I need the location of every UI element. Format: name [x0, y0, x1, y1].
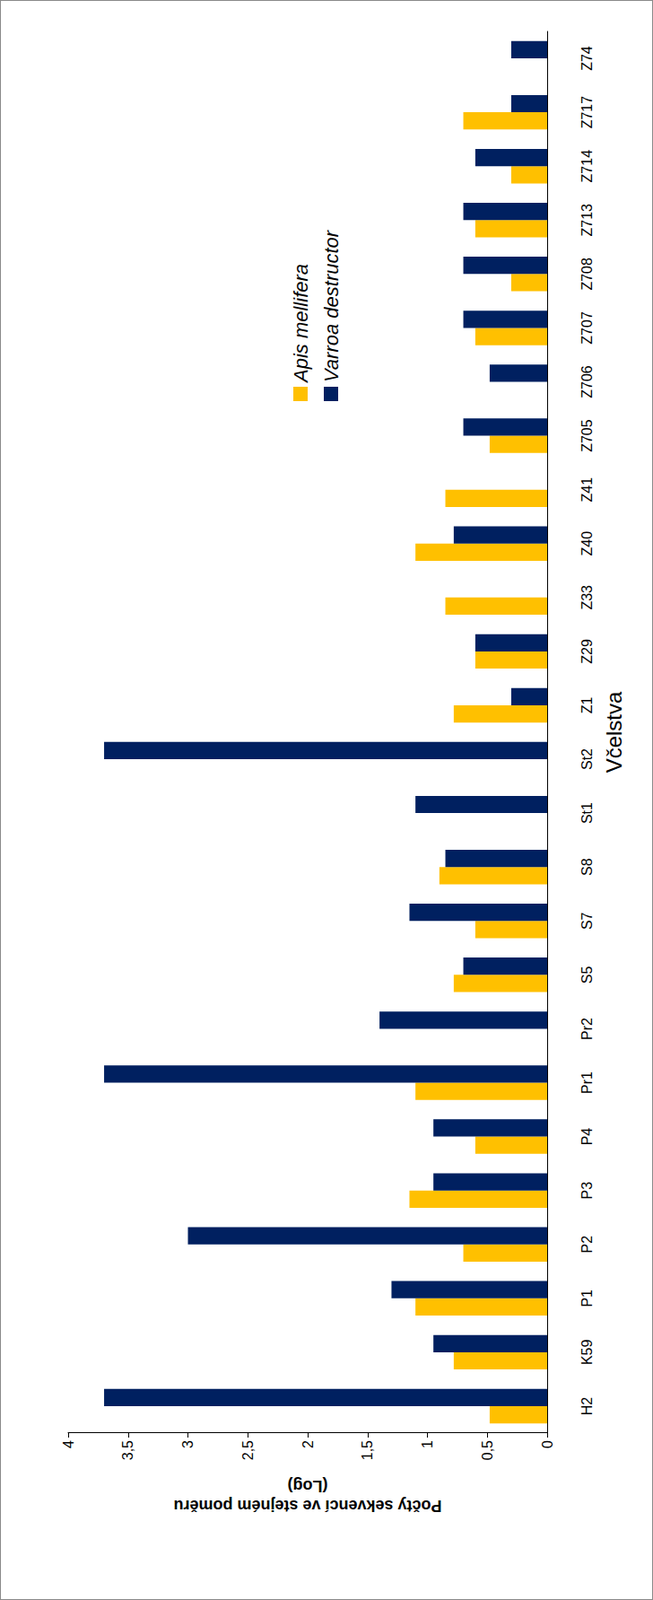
svg-text:S8: S8 — [579, 857, 595, 876]
svg-text:1,5: 1,5 — [359, 1439, 375, 1460]
svg-text:P3: P3 — [579, 1181, 595, 1200]
svg-text:1: 1 — [419, 1439, 436, 1448]
svg-text:Z717: Z717 — [579, 95, 595, 130]
svg-text:St1: St1 — [579, 801, 595, 824]
svg-text:K59: K59 — [579, 1339, 595, 1366]
svg-text:Včelstva: Včelstva — [601, 690, 627, 773]
svg-text:Z41: Z41 — [579, 477, 595, 503]
svg-text:4: 4 — [60, 1439, 77, 1448]
svg-text:P4: P4 — [579, 1127, 595, 1146]
svg-text:3: 3 — [180, 1439, 196, 1448]
svg-text:S5: S5 — [579, 965, 595, 984]
svg-text:Varroa destructor: Varroa destructor — [320, 228, 343, 383]
svg-text:Pr2: Pr2 — [579, 1017, 595, 1040]
svg-text:0,5: 0,5 — [479, 1439, 496, 1460]
svg-text:Z707: Z707 — [579, 311, 595, 345]
svg-text:Z708: Z708 — [579, 257, 595, 291]
svg-text:3,5: 3,5 — [120, 1439, 136, 1460]
svg-text:Z33: Z33 — [579, 584, 595, 610]
svg-text:Z706: Z706 — [579, 365, 595, 399]
svg-text:Z1: Z1 — [579, 696, 595, 714]
svg-text:2: 2 — [300, 1439, 316, 1448]
svg-text:S7: S7 — [579, 911, 595, 930]
svg-text:Z40: Z40 — [579, 531, 595, 557]
svg-text:St2: St2 — [579, 748, 595, 770]
svg-text:Z29: Z29 — [579, 638, 595, 664]
svg-text:Z705: Z705 — [579, 418, 595, 453]
svg-text:Pr1: Pr1 — [579, 1070, 595, 1094]
svg-text:2,5: 2,5 — [240, 1439, 256, 1460]
svg-text:(Log): (Log) — [287, 1476, 329, 1495]
svg-text:0: 0 — [539, 1439, 556, 1448]
svg-text:Počty sekvencí ve stejném pomě: Počty sekvencí ve stejném poměru — [173, 1496, 442, 1515]
svg-text:Apis mellifera: Apis mellifera — [289, 263, 313, 384]
svg-text:Z74: Z74 — [579, 45, 595, 71]
svg-text:Z713: Z713 — [579, 203, 595, 237]
svg-text:H2: H2 — [579, 1396, 595, 1416]
svg-text:P1: P1 — [579, 1288, 595, 1307]
svg-text:P2: P2 — [579, 1235, 595, 1254]
svg-text:Z714: Z714 — [579, 149, 595, 183]
